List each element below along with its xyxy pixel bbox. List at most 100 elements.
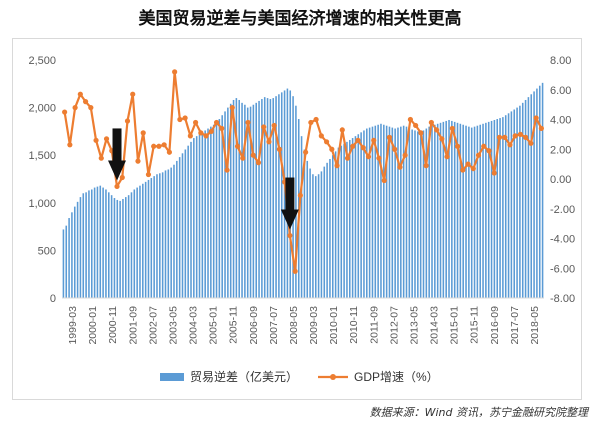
gdp-point xyxy=(208,128,214,134)
deficit-bar xyxy=(167,169,170,298)
deficit-bar xyxy=(193,138,195,298)
deficit-bar xyxy=(119,200,121,298)
deficit-bar xyxy=(161,172,164,298)
deficit-bar xyxy=(150,178,153,298)
deficit-bar xyxy=(360,132,362,298)
deficit-bar xyxy=(82,193,85,298)
gdp-point xyxy=(255,160,262,166)
deficit-bar xyxy=(125,197,127,298)
gdp-point xyxy=(392,146,398,152)
x-axis-tick-label: 2001-09 xyxy=(127,306,139,345)
gdp-point xyxy=(114,183,120,190)
right-axis-tick-label: 0.00 xyxy=(550,174,571,186)
right-axis-tick-label: -6.00 xyxy=(550,263,575,275)
gdp-point xyxy=(151,143,157,149)
x-axis-tick-label: 2005-11 xyxy=(228,306,240,344)
deficit-bar xyxy=(431,125,433,298)
deficit-bar xyxy=(133,189,136,298)
deficit-bar xyxy=(405,126,408,298)
deficit-bar xyxy=(252,104,255,299)
deficit-bar xyxy=(479,124,481,299)
deficit-bar xyxy=(397,127,399,298)
gdp-point xyxy=(538,125,544,132)
gdp-point xyxy=(166,149,172,155)
deficit-bar xyxy=(504,115,507,298)
gdp-point xyxy=(465,161,471,167)
deficit-bar xyxy=(255,102,257,298)
annotation-arrow-head xyxy=(108,160,127,181)
gdp-point xyxy=(486,148,492,154)
deficit-bar xyxy=(470,127,473,298)
gdp-point xyxy=(423,163,429,169)
deficit-bar xyxy=(513,109,516,298)
deficit-bar xyxy=(326,162,328,298)
legend-swatch-deficit xyxy=(160,373,184,381)
gdp-point xyxy=(234,143,241,149)
gdp-point xyxy=(502,134,508,140)
deficit-bar xyxy=(227,107,229,298)
deficit-bar xyxy=(459,123,462,298)
left-axis-tick-label: 500 xyxy=(38,245,56,257)
deficit-bar xyxy=(300,136,303,298)
legend-label-gdp: GDP增速（%） xyxy=(354,370,439,384)
deficit-bar xyxy=(283,90,286,299)
deficit-bar xyxy=(235,98,238,298)
deficit-bar xyxy=(266,98,269,298)
annotation-arrow-shaft xyxy=(285,177,295,212)
gdp-point xyxy=(98,155,104,161)
deficit-bar xyxy=(391,127,394,298)
legend-label-deficit: 贸易逆差（亿美元） xyxy=(190,369,298,384)
deficit-bar xyxy=(116,199,119,298)
deficit-bar xyxy=(221,115,223,298)
deficit-bar xyxy=(337,147,340,298)
deficit-bar xyxy=(139,185,141,298)
deficit-bar xyxy=(388,126,391,298)
gdp-point xyxy=(62,109,68,115)
gdp-point xyxy=(449,125,455,132)
gdp-point xyxy=(103,136,110,142)
gdp-point xyxy=(491,170,497,176)
gdp-point xyxy=(219,125,225,132)
gdp-line xyxy=(63,70,543,273)
deficit-bar xyxy=(402,125,405,298)
deficit-bar xyxy=(320,171,323,298)
deficit-bar xyxy=(524,99,527,298)
gdp-point xyxy=(407,116,413,123)
deficit-bar xyxy=(487,121,490,298)
deficit-bar xyxy=(499,118,501,298)
deficit-bar xyxy=(215,122,218,298)
gdp-point xyxy=(177,116,183,123)
gdp-point xyxy=(77,91,83,97)
deficit-bar xyxy=(371,126,374,298)
deficit-bar xyxy=(428,126,430,298)
x-axis-tick-label: 2017-07 xyxy=(509,306,521,345)
gdp-point xyxy=(381,177,387,184)
deficit-bar xyxy=(88,190,90,298)
deficit-bar xyxy=(340,145,343,298)
x-axis-tick-label: 1999-03 xyxy=(67,306,79,345)
gdp-point xyxy=(88,105,94,111)
deficit-bar xyxy=(502,117,504,299)
deficit-bar xyxy=(173,164,175,298)
x-axis-tick-label: 2006-09 xyxy=(248,306,260,345)
gdp-point xyxy=(240,155,246,161)
gdp-point xyxy=(67,142,73,148)
gdp-point xyxy=(434,127,440,133)
deficit-bar xyxy=(62,229,65,298)
x-axis-tick-label: 2008-05 xyxy=(288,306,300,345)
deficit-bar xyxy=(334,151,337,298)
deficit-bar xyxy=(232,99,235,298)
deficit-bar xyxy=(368,127,371,298)
deficit-bar xyxy=(536,88,538,298)
deficit-bar xyxy=(445,120,447,299)
deficit-bar xyxy=(374,125,377,298)
left-axis-tick-label: 1,000 xyxy=(28,198,56,210)
deficit-bar xyxy=(516,107,518,298)
deficit-bar xyxy=(229,103,232,298)
gdp-point xyxy=(360,145,366,151)
deficit-bar xyxy=(159,173,161,298)
deficit-bar xyxy=(442,121,445,298)
deficit-bar xyxy=(436,123,439,298)
deficit-bar xyxy=(170,167,172,298)
deficit-bar xyxy=(510,111,513,298)
